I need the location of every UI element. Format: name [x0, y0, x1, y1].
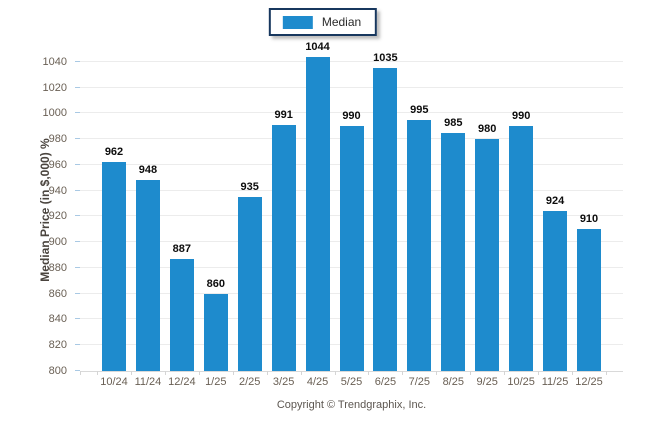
y-axis-tick	[75, 344, 80, 346]
y-axis-tick	[75, 189, 80, 191]
bar[interactable]	[509, 126, 534, 371]
x-tick-label: 12/25	[575, 376, 603, 388]
bar-value-label: 991	[274, 109, 293, 121]
x-tick-label: 1/25	[205, 376, 227, 388]
x-axis-tick	[402, 371, 404, 375]
bar-value-label: 910	[579, 213, 599, 226]
bar[interactable]	[237, 197, 262, 371]
bar-value-label: 924	[545, 195, 565, 208]
x-tick-label: 4/25	[306, 376, 329, 388]
y-axis-tick	[75, 370, 80, 371]
x-axis-tick	[605, 371, 607, 375]
y-axis-tick	[75, 215, 80, 217]
y-axis-tick	[75, 241, 80, 243]
x-tick-label: 2/25	[238, 376, 261, 388]
x-tick-label: 10/25	[507, 376, 535, 388]
gridline	[80, 60, 623, 62]
x-tick-label: 3/25	[272, 376, 295, 388]
bar-value-label: 980	[478, 123, 497, 136]
x-axis-tick	[266, 371, 268, 375]
legend-swatch-icon	[282, 15, 313, 29]
bar-value-label: 860	[206, 277, 225, 290]
bar-value-label: 948	[138, 164, 158, 177]
bar[interactable]	[407, 119, 432, 371]
x-tick-label: 7/25	[408, 376, 431, 388]
x-tick-label: 6/25	[374, 376, 397, 388]
y-tick-label: 1020	[42, 81, 67, 94]
bar[interactable]	[135, 180, 160, 371]
x-tick-label: 11/25	[541, 376, 569, 388]
x-axis-tick	[300, 371, 302, 375]
legend-label: Median	[321, 15, 362, 29]
x-axis-tick	[572, 371, 574, 375]
x-axis-tick	[164, 371, 166, 375]
bar-value-label: 962	[104, 146, 124, 159]
x-tick-label: 5/25	[340, 376, 363, 388]
y-axis-tick	[75, 112, 80, 114]
y-axis-tick	[75, 60, 80, 62]
bar[interactable]	[102, 162, 126, 371]
bar[interactable]	[475, 139, 500, 371]
y-tick-label: 940	[48, 184, 67, 197]
bar[interactable]	[271, 125, 296, 371]
x-axis-tick	[198, 371, 200, 375]
y-axis-tick	[75, 266, 80, 268]
y-axis-tick	[75, 318, 80, 320]
y-tick-label: 1040	[42, 55, 67, 68]
bar-value-label: 1035	[373, 52, 398, 65]
y-tick-label: 960	[48, 158, 67, 171]
x-axis-tick	[130, 371, 132, 375]
x-axis-tick	[334, 371, 336, 375]
bar-value-label: 995	[410, 103, 429, 116]
y-tick-label: 880	[48, 261, 67, 274]
bar[interactable]	[305, 56, 330, 371]
x-axis-tick	[97, 371, 99, 375]
y-axis-tick	[75, 163, 80, 165]
x-axis-tick	[232, 371, 234, 375]
y-tick-label: 980	[48, 133, 67, 146]
x-tick-label: 10/24	[100, 376, 128, 388]
bar-value-label: 1044	[305, 40, 330, 53]
x-axis-tick	[538, 371, 540, 375]
bar[interactable]	[577, 229, 601, 371]
y-tick-label: 840	[48, 313, 67, 326]
bar-value-label: 985	[444, 116, 463, 129]
x-axis-tick	[436, 371, 438, 375]
bar-value-label: 990	[511, 110, 531, 123]
x-tick-label: 11/24	[134, 376, 162, 388]
x-axis-tick	[470, 371, 472, 375]
y-tick-label: 860	[48, 287, 67, 300]
bar[interactable]	[543, 211, 568, 371]
x-axis-tick	[80, 371, 81, 375]
y-axis-tick	[75, 86, 80, 88]
gridline	[80, 86, 623, 88]
bar-value-label: 887	[172, 242, 192, 255]
y-tick-label: 820	[48, 339, 67, 352]
x-tick-label: 12/24	[168, 376, 196, 388]
plot-area: 800 820 840 860 880 900 920 940 960 980 1000 1020 10…	[43, 41, 623, 388]
legend[interactable]: Median	[268, 8, 378, 36]
y-axis-tick	[75, 292, 80, 294]
bar[interactable]	[169, 258, 194, 371]
bar[interactable]	[339, 126, 364, 371]
bar[interactable]	[441, 132, 466, 371]
x-tick-label: 9/25	[476, 376, 498, 388]
y-tick-label: 900	[48, 236, 67, 249]
x-tick-label: 8/25	[442, 376, 464, 388]
y-tick-label: 800	[48, 365, 67, 377]
bar-value-label: 990	[342, 110, 361, 123]
bar[interactable]	[203, 293, 228, 371]
y-axis-tick	[75, 138, 80, 140]
copyright-text: Copyright © Trendgraphix, Inc.	[276, 399, 427, 411]
bar[interactable]	[373, 68, 398, 371]
x-axis-tick	[368, 371, 370, 375]
x-axis-tick	[504, 371, 506, 375]
y-tick-label: 1000	[42, 107, 67, 120]
y-tick-label: 920	[48, 210, 67, 223]
gridline	[80, 112, 623, 114]
bar-value-label: 935	[240, 181, 259, 194]
